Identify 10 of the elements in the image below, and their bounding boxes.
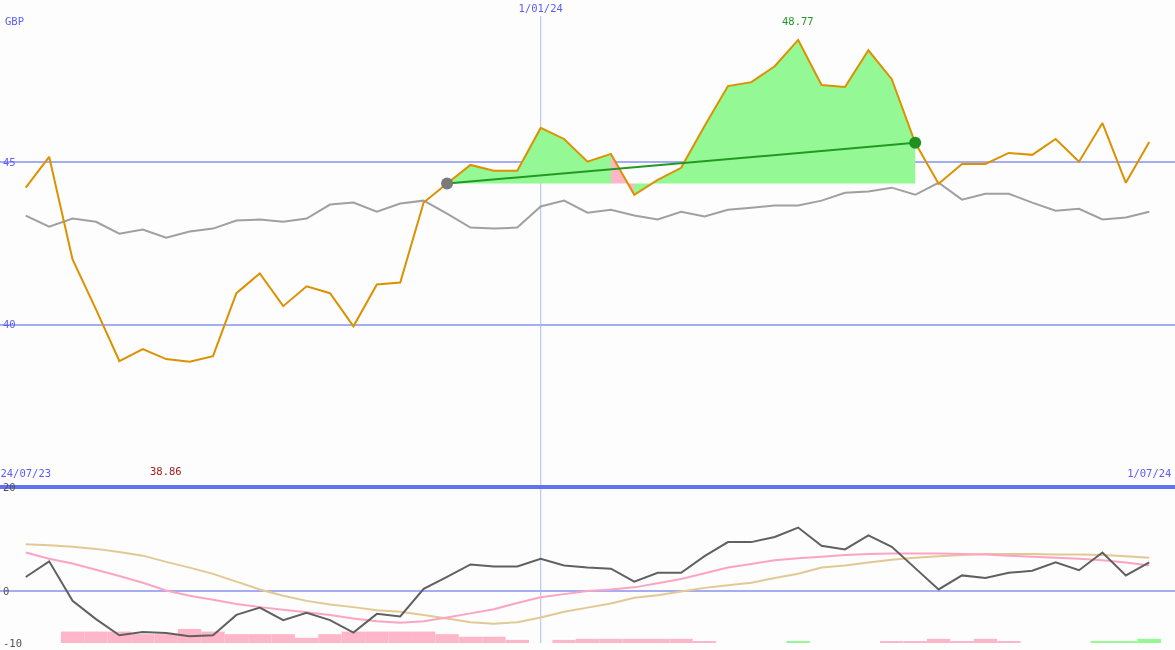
y-tick-label: 45 <box>3 156 16 169</box>
annotation: 48.77 <box>782 15 814 27</box>
y-tick-label: 0 <box>3 584 10 597</box>
y-tick-label: 40 <box>3 318 16 331</box>
x-tick-label: 1/01/24 <box>518 2 563 15</box>
y-tick-label: -10 <box>3 636 22 649</box>
x-tick-label: 1/07/24 <box>1127 467 1172 479</box>
x-tick-label: 24/07/23 <box>0 467 52 479</box>
y-axis-title: GBP <box>5 15 24 27</box>
annotation: 38.86 <box>150 465 182 477</box>
